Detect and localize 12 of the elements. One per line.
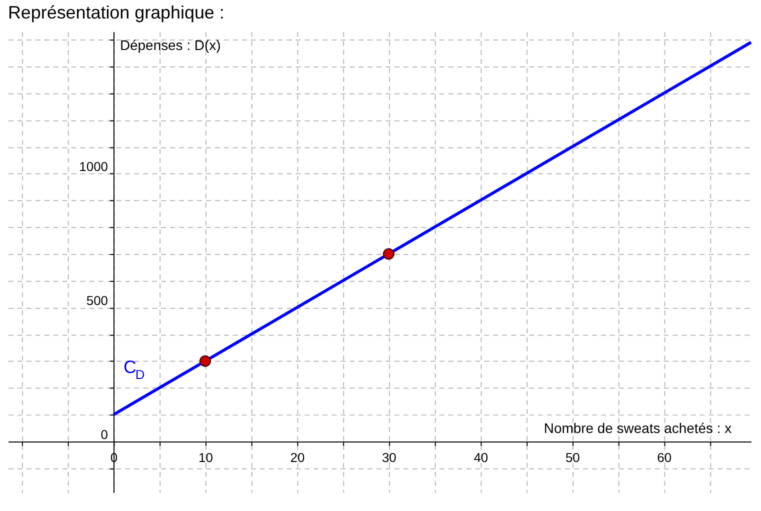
y-axis-title: Dépenses : D(x) bbox=[120, 37, 221, 54]
x-axis-title: Nombre de sweats achetés : x bbox=[544, 420, 732, 436]
x-tick-label: 30 bbox=[382, 450, 396, 465]
y-tick-label: 1000 bbox=[79, 159, 108, 174]
x-tick-label: 10 bbox=[198, 450, 213, 465]
x-tick-label: 20 bbox=[290, 450, 305, 465]
x-tick-label: 40 bbox=[474, 450, 488, 465]
chart-title: Représentation graphique : bbox=[8, 2, 224, 23]
x-tick-label: 60 bbox=[657, 450, 672, 465]
y-tick-label: 500 bbox=[86, 293, 108, 308]
y-tick-label: 0 bbox=[100, 426, 108, 442]
x-tick-label: 50 bbox=[565, 450, 580, 465]
